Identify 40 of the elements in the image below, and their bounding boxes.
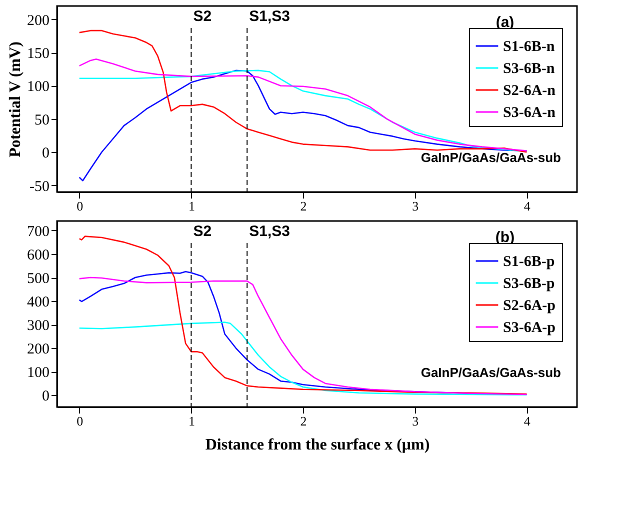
legend-label: S3-6A-p — [503, 320, 556, 336]
y-tick-label: -50 — [30, 178, 50, 195]
x-tick-label: 0 — [76, 198, 84, 214]
y-tick-label: 200 — [27, 12, 50, 29]
x-tick-label: 2 — [300, 198, 307, 214]
x-axis-title: Distance from the surface x (μm) — [205, 436, 430, 454]
y-tick-label: 100 — [27, 79, 50, 96]
x-tick-label: 1 — [188, 198, 195, 214]
ref-line-label: S2 — [193, 8, 212, 25]
x-tick-label: 4 — [524, 198, 531, 214]
y-tick-label: 200 — [27, 342, 50, 358]
ref-line-label: S1,S3 — [249, 223, 290, 240]
legend-label: S2-6A-n — [503, 83, 556, 99]
legend-label: S1-6B-p — [503, 254, 555, 270]
x-tick-label: 0 — [76, 414, 84, 428]
ref-line-label: S1,S3 — [249, 8, 290, 25]
annotation: GaInP/GaAs/GaAs-sub — [420, 150, 562, 165]
y-tick-label: 0 — [42, 388, 50, 405]
y-tick-label: 100 — [27, 365, 50, 382]
legend-label: S1-6B-n — [503, 39, 556, 55]
annotation: GaInP/GaAs/GaAs-sub — [420, 365, 562, 380]
x-tick-label: 3 — [412, 198, 419, 214]
legend-label: S3-6A-n — [503, 105, 556, 121]
y-tick-label: 0 — [42, 146, 50, 162]
legend-label: S3-6B-n — [503, 61, 556, 77]
legend-label: S3-6B-p — [503, 276, 555, 292]
x-tick-label: 3 — [412, 414, 419, 428]
y-tick-label: 50 — [34, 112, 50, 128]
y-tick-label: 600 — [27, 247, 50, 264]
legend-label: S2-6A-p — [503, 298, 556, 314]
y-tick-label: 500 — [27, 271, 50, 288]
x-tick-label: 1 — [188, 414, 195, 428]
y-axis-title: Potential V (mV) — [7, 42, 24, 158]
y-tick-label: 700 — [27, 224, 50, 240]
y-tick-label: 300 — [27, 318, 50, 334]
x-tick-label: 2 — [300, 414, 307, 428]
y-tick-label: 400 — [27, 294, 50, 311]
x-tick-label: 4 — [524, 414, 531, 428]
y-tick-label: 150 — [27, 46, 50, 62]
ref-line-label: S2 — [193, 223, 212, 240]
